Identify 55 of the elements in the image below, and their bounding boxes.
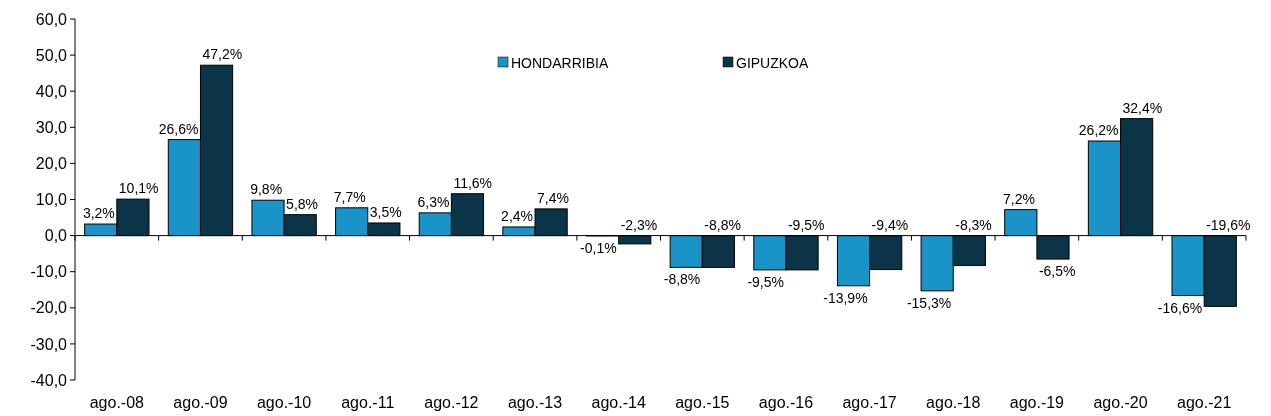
data-label: -13,9% <box>823 289 868 306</box>
data-label: -9,4% <box>871 216 909 233</box>
data-label: 6,3% <box>417 193 450 210</box>
data-label: -2,3% <box>620 216 658 233</box>
y-tick-label: 10,0 <box>35 191 68 209</box>
x-tick-label: ago.-08 <box>89 394 145 411</box>
data-label: 26,6% <box>158 120 199 137</box>
data-label: 7,7% <box>333 188 366 205</box>
legend-label: HONDARRIBIA <box>511 54 609 71</box>
data-label: -6,5% <box>1038 263 1076 280</box>
data-label: 5,8% <box>286 195 319 212</box>
data-label: -19,6% <box>1206 216 1251 233</box>
x-tick-label: ago.-21 <box>1177 394 1232 411</box>
x-tick-label: ago.-17 <box>842 394 897 411</box>
data-label: 47,2% <box>202 46 243 63</box>
data-label: 11,6% <box>453 174 493 191</box>
y-tick-label: 60,0 <box>35 10 68 28</box>
y-tick-label: -20,0 <box>30 299 68 317</box>
x-tick-label: ago.-13 <box>507 394 563 411</box>
y-tick-label: 30,0 <box>35 118 68 136</box>
x-tick-label: ago.-11 <box>341 394 395 411</box>
data-label: 7,4% <box>537 189 569 206</box>
x-tick-label: ago.-15 <box>675 394 730 411</box>
y-tick-label: 50,0 <box>35 46 68 64</box>
data-label: -8,8% <box>704 216 741 233</box>
x-tick-label: ago.-09 <box>173 394 228 411</box>
data-label: 32,4% <box>1122 99 1163 116</box>
legend-label: GIPUZKOA <box>736 54 810 71</box>
data-label: 3,5% <box>369 203 402 220</box>
x-tick-label: ago.-20 <box>1093 394 1148 411</box>
data-label: -15,3% <box>906 294 952 311</box>
data-label: -8,8% <box>663 271 701 288</box>
y-tick-label: 0,0 <box>44 227 68 245</box>
y-tick-label: -30,0 <box>30 335 68 353</box>
data-label: -9,5% <box>787 216 825 233</box>
y-tick-label: -40,0 <box>30 371 68 389</box>
data-label: -16,6% <box>1157 299 1203 316</box>
x-tick-label: ago.-16 <box>758 394 814 411</box>
data-label: -0,1% <box>580 239 617 256</box>
data-label: 7,2% <box>1002 190 1035 207</box>
data-label: 3,2% <box>82 205 115 222</box>
data-label: -8,3% <box>955 216 992 233</box>
x-tick-label: ago.-19 <box>1009 394 1065 411</box>
x-tick-label: ago.-10 <box>256 394 312 411</box>
data-label: 10,1% <box>118 180 159 197</box>
x-tick-label: ago.-18 <box>926 394 981 411</box>
data-label: 9,8% <box>250 181 283 198</box>
x-tick-label: ago.-14 <box>591 394 646 411</box>
y-tick-label: 20,0 <box>35 155 68 172</box>
data-label: 2,4% <box>501 207 534 224</box>
data-label: 26,2% <box>1078 122 1119 139</box>
y-tick-label: 40,0 <box>35 82 68 100</box>
data-label: -9,5% <box>747 273 784 290</box>
x-tick-label: ago.-12 <box>424 394 479 411</box>
y-tick-label: -10,0 <box>30 263 68 281</box>
